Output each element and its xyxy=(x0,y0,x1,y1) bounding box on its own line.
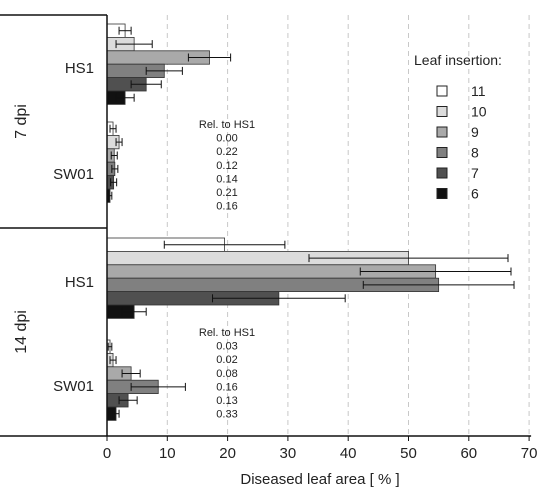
legend-swatch xyxy=(436,167,448,179)
category-label: SW01 xyxy=(53,166,94,183)
legend-swatch xyxy=(436,85,448,97)
legend-label: 10 xyxy=(471,104,487,120)
rel-header: Rel. to HS1 xyxy=(199,119,255,131)
rel-value: 0.12 xyxy=(216,160,237,172)
axes xyxy=(0,14,532,437)
x-tick-label: 50 xyxy=(400,445,417,462)
legend-label: 11 xyxy=(471,83,486,99)
x-tick-label: 40 xyxy=(340,445,357,462)
legend-swatch xyxy=(436,188,448,199)
legend-label: 6 xyxy=(471,186,479,202)
x-tick-label: 0 xyxy=(103,445,111,462)
legend-title: Leaf insertion: xyxy=(414,52,502,68)
category-label: SW01 xyxy=(53,378,94,395)
rel-value: 0.02 xyxy=(216,354,237,366)
rel-value: 0.16 xyxy=(216,381,237,393)
legend-swatch xyxy=(436,147,448,158)
legend-swatch xyxy=(436,106,448,117)
legend-swatch xyxy=(436,126,448,138)
legend-label: 8 xyxy=(471,145,479,161)
rel-header: Rel. to HS1 xyxy=(199,327,255,339)
category-label: HS1 xyxy=(65,274,94,291)
legend-label: 9 xyxy=(471,124,479,140)
x-ticks: 0 10 20 30 40 50 60 70 xyxy=(103,436,538,462)
x-axis-label: Diseased leaf area [ % ] xyxy=(240,471,399,488)
x-tick-label: 70 xyxy=(521,445,538,462)
bars xyxy=(106,23,515,421)
x-tick-label: 60 xyxy=(460,445,477,462)
rel-value: 0.00 xyxy=(216,133,237,145)
group-label: 7 dpi xyxy=(13,104,30,139)
rel-value: 0.21 xyxy=(216,187,237,199)
rel-value: 0.33 xyxy=(216,409,237,421)
category-label: HS1 xyxy=(65,60,94,77)
category-labels: HS1 SW01 7 dpi HS1 SW01 14 dpi xyxy=(13,60,94,395)
rel-value: 0.13 xyxy=(216,395,237,407)
relative-values: Rel. to HS1 0.000.22 0.120.14 0.21 0.16 Rel. … xyxy=(199,119,255,421)
x-tick-label: 30 xyxy=(280,445,297,462)
legend-label: 7 xyxy=(471,165,479,181)
rel-value: 0.16 xyxy=(216,201,237,213)
x-tick-label: 10 xyxy=(159,445,176,462)
grid-lines xyxy=(166,15,530,436)
legend: Leaf insertion: 11 10 9 8 7 6 xyxy=(414,52,502,202)
rel-value: 0.22 xyxy=(216,146,237,158)
rel-value: 0.03 xyxy=(216,341,237,353)
group-label: 14 dpi xyxy=(13,310,30,354)
rel-value: 0.14 xyxy=(216,173,237,185)
x-tick-label: 20 xyxy=(219,445,236,462)
rel-value: 0.08 xyxy=(216,368,237,380)
